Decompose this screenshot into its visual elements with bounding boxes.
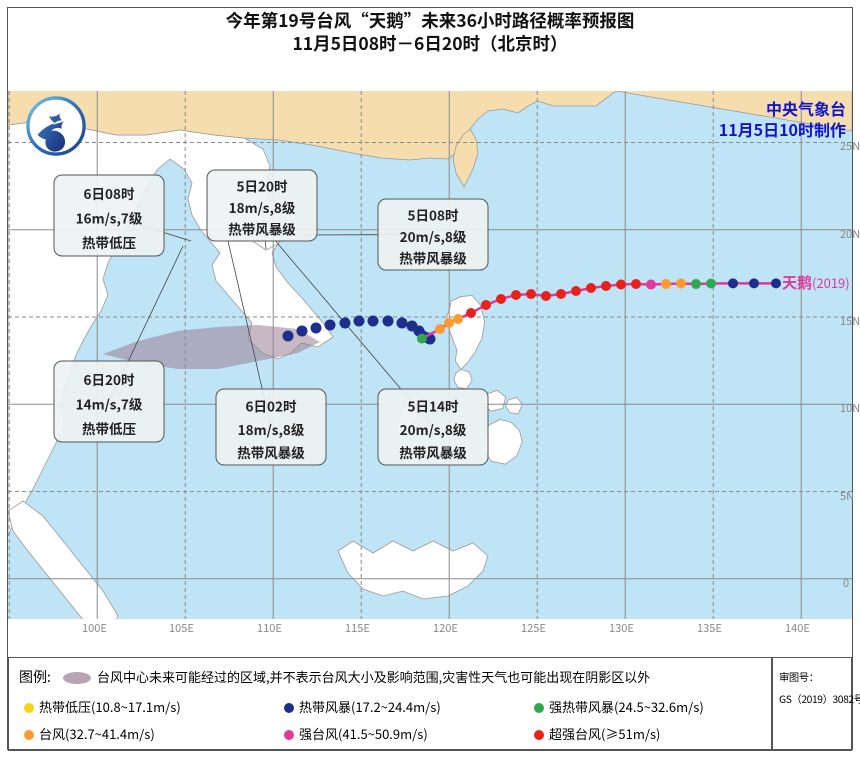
svg-text:5日14时: 5日14时 (408, 396, 459, 416)
svg-text:热带风暴级: 热带风暴级 (399, 442, 467, 462)
svg-text:图例:: 图例: (19, 667, 51, 687)
svg-text:台风中心未来可能经过的区域,并不表示台风大小及影响范围,灾害: 台风中心未来可能经过的区域,并不表示台风大小及影响范围,灾害性天气也可能出现在阴… (97, 667, 650, 686)
svg-text:5日20时: 5日20时 (237, 175, 288, 195)
svg-text:6日02时: 6日02时 (246, 396, 297, 416)
svg-text:16m/s,7级: 16m/s,7级 (76, 208, 143, 228)
svg-text:热带风暴级: 热带风暴级 (237, 442, 305, 462)
svg-text:热带低压(10.8~17.1m/s): 热带低压(10.8~17.1m/s) (39, 697, 181, 716)
svg-text:6日20时: 6日20时 (84, 369, 135, 389)
svg-text:热带低压: 热带低压 (82, 418, 136, 438)
svg-text:18m/s,8级: 18m/s,8级 (238, 419, 305, 439)
svg-text:20m/s,8级: 20m/s,8级 (400, 419, 467, 439)
svg-text:天鹅(2019): 天鹅(2019) (782, 272, 850, 293)
svg-text:5日08时: 5日08时 (408, 204, 459, 224)
svg-text:热带风暴级: 热带风暴级 (228, 218, 296, 238)
svg-text:热带风暴级: 热带风暴级 (399, 247, 467, 267)
svg-text:热带风暴(17.2~24.4m/s): 热带风暴(17.2~24.4m/s) (299, 697, 441, 716)
svg-text:18m/s,8级: 18m/s,8级 (229, 197, 296, 217)
svg-text:强台风(41.5~50.9m/s): 强台风(41.5~50.9m/s) (299, 724, 428, 743)
svg-text:台风(32.7~41.4m/s): 台风(32.7~41.4m/s) (39, 724, 155, 743)
svg-text:6日08时: 6日08时 (84, 183, 135, 203)
svg-text:20m/s,8级: 20m/s,8级 (400, 226, 467, 246)
svg-text:14m/s,7级: 14m/s,7级 (76, 394, 143, 414)
svg-text:强热带风暴(24.5~32.6m/s): 强热带风暴(24.5~32.6m/s) (549, 697, 704, 716)
svg-text:超强台风(≥51m/s): 超强台风(≥51m/s) (549, 724, 660, 743)
svg-text:热带低压: 热带低压 (82, 232, 136, 252)
